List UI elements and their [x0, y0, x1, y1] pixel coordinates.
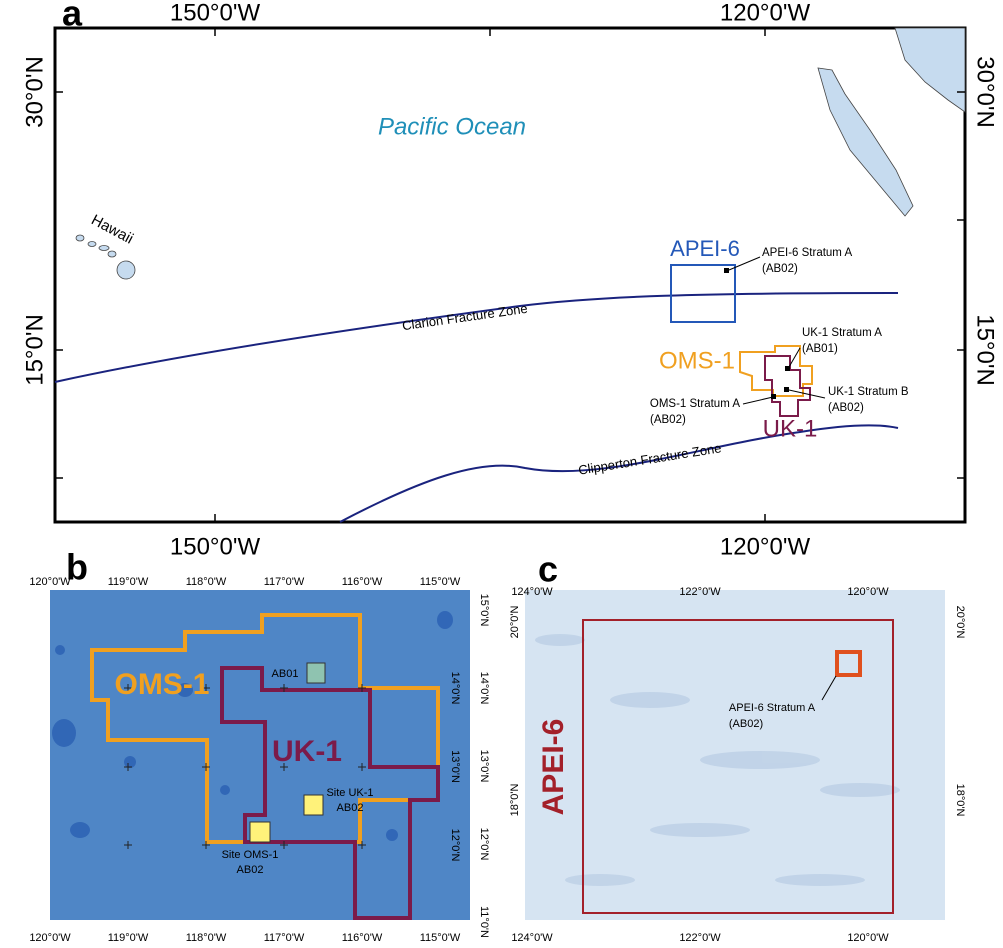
site-name: APEI-6 Stratum A: [729, 702, 816, 714]
site-code: (AB02): [762, 263, 798, 275]
lon-label: 118°0'W: [186, 932, 227, 944]
lat-label: 30°0'N: [21, 56, 48, 128]
panel-label: c: [538, 549, 558, 590]
lon-label: 115°0'W: [420, 576, 461, 588]
lat-label: 12°0'N: [449, 829, 461, 862]
site-name: Site UK-1: [326, 787, 373, 799]
site-code: (AB02): [650, 414, 686, 426]
site-code: (AB02): [828, 402, 864, 414]
site-name: OMS-1 Stratum A: [650, 398, 740, 410]
site-code: (AB01): [802, 343, 838, 355]
area-label: OMS-1: [659, 347, 735, 374]
lon-label: 120°0'W: [29, 932, 71, 944]
lon-label: 120°0'W: [29, 576, 71, 588]
oms1-ab02-site: [250, 822, 270, 842]
lon-label: 119°0'W: [108, 576, 149, 588]
lon-label: 119°0'W: [108, 932, 149, 944]
site-name: AB01: [272, 668, 299, 680]
lon-label: 120°0'W: [847, 932, 889, 944]
lon-label: 150°0'W: [170, 533, 261, 560]
lat-label: 13°0'N: [478, 750, 490, 783]
lat-label: 15°0'N: [972, 314, 999, 386]
area-label: OMS-1: [114, 668, 209, 701]
site-name: Site OMS-1: [222, 849, 279, 861]
ocean-label: Pacific Ocean: [378, 113, 526, 140]
lon-label: 122°0'W: [679, 586, 721, 598]
lon-label: 124°0'W: [511, 932, 553, 944]
area-label: UK-1: [272, 735, 342, 768]
lon-label: 124°0'W: [511, 586, 553, 598]
site-name: UK-1 Stratum B: [828, 386, 909, 398]
lon-label: 122°0'W: [679, 932, 721, 944]
site-code: AB02: [237, 864, 264, 876]
area-label: APEI-6: [670, 236, 740, 261]
site-code: (AB02): [729, 718, 763, 730]
lon-label: 116°0'W: [342, 576, 383, 588]
site-name: APEI-6 Stratum A: [762, 247, 852, 259]
lat-label: 14°0'N: [449, 672, 461, 705]
lon-label: 117°0'W: [264, 576, 305, 588]
lat-label: 18°0'N: [954, 784, 966, 817]
lon-label: 116°0'W: [342, 932, 383, 944]
lat-label: 14°0'N: [478, 672, 490, 705]
uk1-ab02-site: [304, 795, 323, 815]
lon-label: 117°0'W: [264, 932, 305, 944]
lat-label: 13°0'N: [449, 750, 461, 783]
area-label: UK-1: [763, 415, 818, 442]
lon-label: 120°0'W: [720, 0, 811, 26]
lon-label: 120°0'W: [720, 533, 811, 560]
lat-label: 11°0'N: [478, 906, 490, 938]
lon-label: 150°0'W: [170, 0, 261, 26]
lat-label: 12°0'N: [478, 828, 490, 861]
figure: a 150°0'W 150°0'W 120°0'W 120°0'W 30°0'N 30°0'…: [0, 0, 1003, 948]
lat-label: 18°0'N: [509, 784, 521, 817]
lon-label: 115°0'W: [420, 932, 461, 944]
lon-label: 118°0'W: [186, 576, 227, 588]
lat-label: 20°0'N: [509, 606, 521, 639]
site-code: AB02: [337, 802, 364, 814]
lat-label: 20°0'N: [954, 606, 966, 639]
panel-label: a: [62, 0, 83, 34]
ab01-site: [307, 663, 325, 683]
lon-label: 120°0'W: [847, 586, 889, 598]
area-label: APEI-6: [537, 719, 570, 816]
lat-label: 15°0'N: [21, 314, 48, 386]
site-name: UK-1 Stratum A: [802, 327, 882, 339]
lat-label: 15°0'N: [478, 594, 490, 627]
lat-label: 30°0'N: [972, 56, 999, 128]
